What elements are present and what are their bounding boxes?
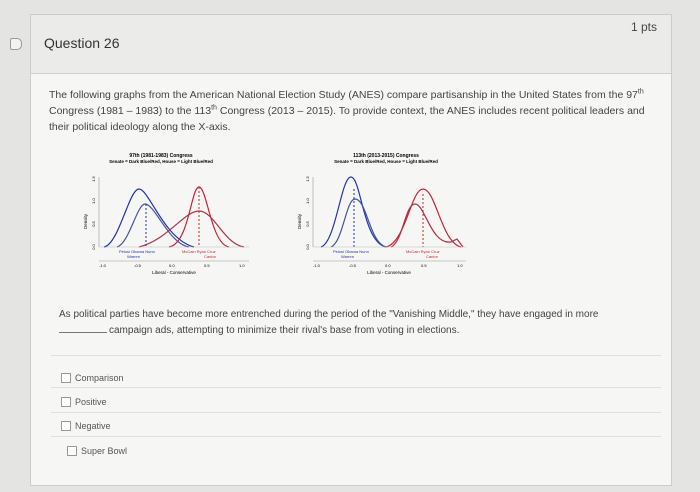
y-tick: 1.5 [91, 175, 96, 181]
question-prompt: As political parties have become more en… [59, 307, 659, 339]
divider [51, 387, 661, 388]
x-axis-label: Liberal - Conservative [152, 270, 196, 275]
house-dem-curve [116, 203, 190, 248]
x-tick: -0.5 [134, 263, 142, 268]
answer-blank [59, 332, 107, 333]
prompt-text: campaign ads, attempting to minimize the… [109, 325, 460, 336]
question-title: Question 26 [44, 35, 120, 51]
checkbox[interactable] [61, 397, 71, 407]
y-tick: 0.5 [91, 220, 96, 226]
intro-text: Congress (2013 – 2015). To provide conte… [49, 105, 645, 133]
x-tick: 0.0 [169, 263, 175, 268]
x-tick: 0.5 [204, 263, 210, 268]
rep-leader: Cantor [426, 254, 439, 259]
dem-leaders: Pelosi Obama Nunn [333, 249, 369, 254]
y-tick: 0.0 [305, 243, 310, 249]
y-tick: 1.0 [91, 197, 96, 203]
y-tick: 1.5 [305, 175, 310, 181]
answer-option[interactable]: Positive [61, 397, 107, 407]
answer-option[interactable]: Comparison [61, 373, 124, 383]
house-rep-curve [390, 203, 464, 248]
graph-subtitle: Senate = Dark Blue/Red, House = Light Bl… [109, 159, 213, 164]
rep-leader: Cantor [204, 254, 217, 259]
rep-leaders: McCain Ryan Cruz [406, 249, 440, 254]
prompt-text: As political parties have become more en… [59, 309, 599, 320]
y-axis-label: Density [297, 213, 302, 229]
y-axis-label: Density [83, 213, 88, 229]
graph-113th: 113th (2013-2015) Congress Senate = Dark… [297, 153, 466, 275]
x-tick: -1.0 [313, 263, 321, 268]
dem-leader: Warren [341, 254, 354, 259]
y-tick: 1.0 [305, 197, 310, 203]
option-label: Positive [75, 397, 107, 407]
dem-leader: Warren [127, 254, 140, 259]
house-dem-curve [330, 198, 387, 248]
x-tick: 0.0 [385, 263, 391, 268]
checkbox[interactable] [61, 373, 71, 383]
graph-title: 97th (1981-1983) Congress [129, 153, 193, 159]
divider [51, 412, 661, 413]
option-label: Super Bowl [81, 446, 128, 456]
senate-dem-curve [320, 176, 387, 248]
rep-leaders: McCain Ryan Cruz [182, 249, 216, 254]
intro-text: Congress (1981 – 1983) to the 113 [49, 105, 212, 117]
checkbox[interactable] [67, 446, 77, 456]
intro-sup: th [637, 88, 644, 96]
question-header: Question 26 1 pts [31, 15, 671, 74]
question-card: Question 26 1 pts The following graphs f… [30, 14, 672, 486]
y-tick: 0.5 [305, 220, 310, 226]
graph-title: 113th (2013-2015) Congress [353, 153, 419, 159]
y-tick: 0.0 [91, 243, 96, 249]
checkbox[interactable] [61, 421, 71, 431]
divider [51, 436, 661, 437]
graph-subtitle: Senate = Dark Blue/Red, House = Light Bl… [334, 159, 438, 164]
x-tick: 1.0 [457, 263, 463, 268]
dem-leaders: Pelosi Obama Nunn [119, 249, 155, 254]
anes-figure: 97th (1981-1983) Congress Senate = Dark … [83, 153, 466, 275]
graph-97th: 97th (1981-1983) Congress Senate = Dark … [83, 153, 249, 275]
option-label: Negative [75, 421, 111, 431]
senate-dem-curve [103, 188, 195, 248]
flag-question-icon[interactable] [10, 38, 22, 50]
question-intro: The following graphs from the American N… [49, 87, 649, 135]
answer-option[interactable]: Negative [61, 421, 111, 431]
x-tick: 1.0 [239, 263, 245, 268]
house-rep-curve [138, 210, 245, 248]
x-tick: -1.0 [99, 263, 107, 268]
x-tick: 0.5 [421, 263, 427, 268]
intro-sup: th [211, 104, 217, 112]
intro-text: The following graphs from the American N… [49, 89, 638, 101]
x-axis-label: Liberal - Conservative [367, 270, 411, 275]
answer-option[interactable]: Super Bowl [67, 446, 127, 456]
option-label: Comparison [75, 373, 124, 383]
x-tick: -0.5 [349, 263, 357, 268]
question-points: 1 pts [630, 20, 657, 34]
divider [51, 355, 661, 356]
